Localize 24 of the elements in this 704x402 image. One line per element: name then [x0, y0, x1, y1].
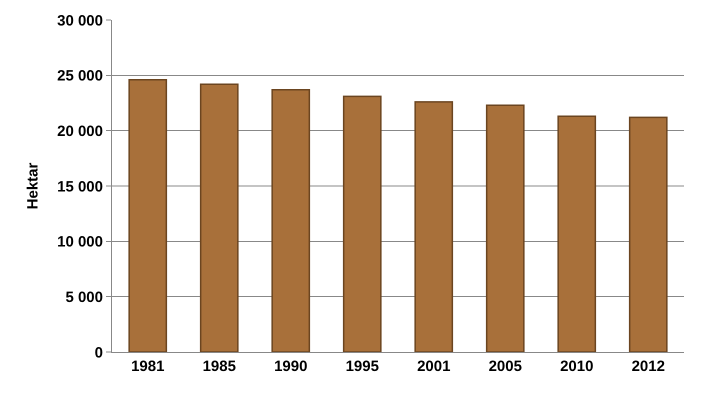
x-tick-label: 1981 — [131, 358, 164, 375]
x-tick-label: 1985 — [202, 358, 236, 375]
x-tick-label: 2012 — [632, 358, 665, 375]
x-tick-label: 2001 — [417, 358, 450, 375]
y-tick-label: 15 000 — [57, 178, 103, 196]
bar — [414, 101, 454, 352]
y-tick-label: 30 000 — [57, 12, 103, 30]
x-tick-label: 2010 — [560, 358, 594, 375]
bar — [557, 116, 596, 352]
y-tick-label: 5 000 — [65, 288, 103, 306]
bar — [128, 79, 168, 352]
y-axis-title: Hektar — [24, 162, 42, 210]
y-tick-label: 0 — [94, 344, 103, 362]
x-tick-label: 1995 — [346, 358, 379, 375]
x-tick-label: 1990 — [274, 358, 308, 375]
y-tick-label: 10 000 — [57, 234, 103, 251]
y-tick-label: 25 000 — [57, 68, 103, 85]
bar — [342, 96, 382, 352]
x-tick-label: 2005 — [488, 358, 522, 375]
bar — [486, 104, 525, 352]
bar — [628, 116, 668, 352]
y-tick-label: 20 000 — [57, 122, 103, 140]
bar — [271, 88, 310, 352]
bar — [200, 83, 239, 352]
